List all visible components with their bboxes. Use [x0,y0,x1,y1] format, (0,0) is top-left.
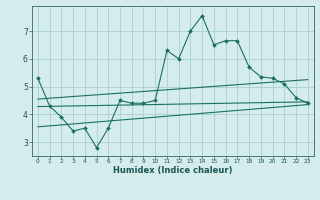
X-axis label: Humidex (Indice chaleur): Humidex (Indice chaleur) [113,166,233,175]
